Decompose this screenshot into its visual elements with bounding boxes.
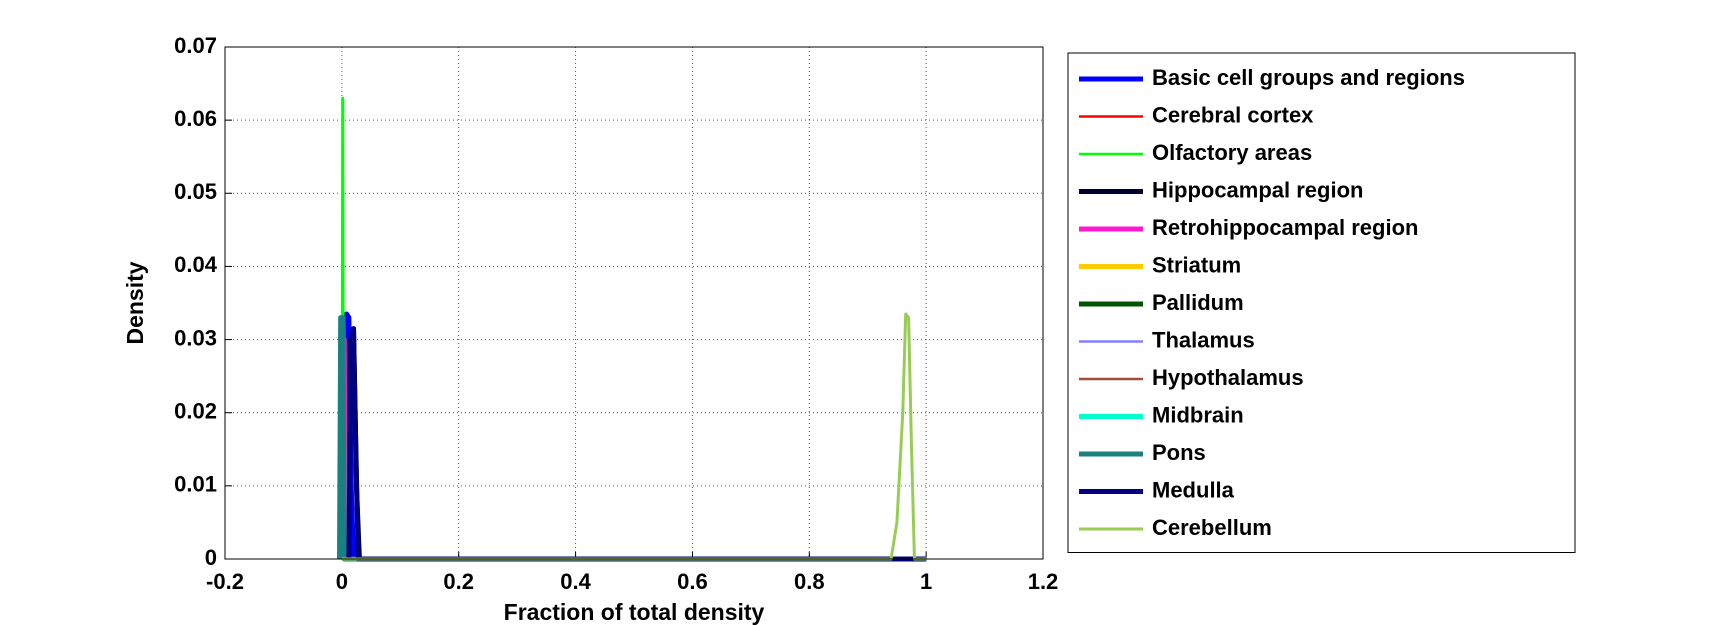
legend-text: Cerebral cortex: [1152, 102, 1314, 127]
legend-text: Striatum: [1152, 252, 1241, 277]
legend-text: Retrohippocampal region: [1152, 215, 1418, 240]
x-axis-label: Fraction of total density: [504, 599, 765, 625]
y-tick-label: 0.02: [174, 399, 217, 424]
y-axis-label: Density: [122, 261, 148, 344]
x-tick-label: 1: [920, 569, 932, 594]
x-tick-label: 1.2: [1028, 569, 1059, 594]
axes-box: [224, 46, 1044, 560]
y-tick-label: 0.01: [174, 472, 217, 497]
y-tick-label: 0: [205, 545, 217, 570]
y-tick-label: 0.03: [174, 325, 217, 350]
legend-text: Cerebellum: [1152, 515, 1272, 540]
legend-box: [1067, 52, 1576, 553]
legend-text: Hypothalamus: [1152, 365, 1304, 390]
x-tick-label: 0.2: [443, 569, 474, 594]
legend-text: Midbrain: [1152, 402, 1244, 427]
legend-text: Hippocampal region: [1152, 177, 1363, 202]
legend-text: Medulla: [1152, 477, 1235, 502]
legend-text: Olfactory areas: [1152, 140, 1312, 165]
y-tick-label: 0.05: [174, 179, 217, 204]
y-tick-label: 0.07: [174, 33, 217, 58]
y-tick-label: 0.04: [174, 252, 218, 277]
plot-area: [225, 47, 1043, 559]
legend-text: Pons: [1152, 440, 1206, 465]
x-tick-label: 0: [336, 569, 348, 594]
x-tick-label: -0.2: [206, 569, 244, 594]
series-line: [341, 312, 927, 561]
x-tick-label: 0.8: [794, 569, 825, 594]
x-tick-label: 0.4: [560, 569, 591, 594]
legend-text: Basic cell groups and regions: [1152, 65, 1465, 90]
legend-text: Thalamus: [1152, 327, 1255, 352]
legend-text: Pallidum: [1152, 290, 1244, 315]
x-tick-label: 0.6: [677, 569, 708, 594]
y-tick-label: 0.06: [174, 106, 217, 131]
